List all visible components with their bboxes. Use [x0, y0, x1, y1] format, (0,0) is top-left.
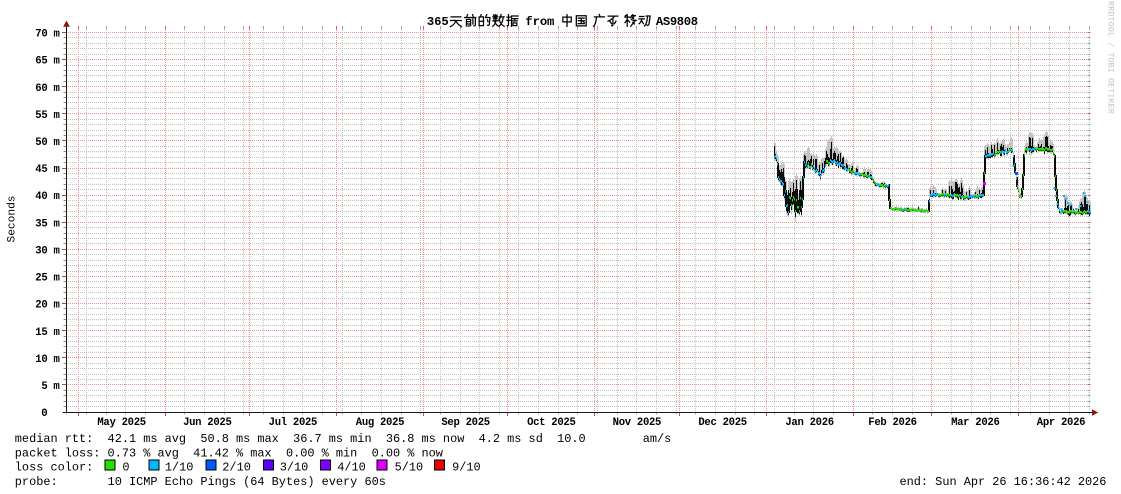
- svg-text:40 m: 40 m: [35, 191, 59, 203]
- svg-text:20 m: 20 m: [35, 300, 59, 312]
- svg-text:9/10: 9/10: [452, 461, 481, 475]
- svg-text:15 m: 15 m: [35, 327, 59, 339]
- svg-text:Mar 2026: Mar 2026: [951, 417, 999, 429]
- svg-text:Seconds: Seconds: [7, 196, 19, 243]
- svg-text:65 m: 65 m: [35, 56, 59, 68]
- svg-text:Apr 2026: Apr 2026: [1037, 417, 1085, 429]
- svg-text:AS9808: AS9808: [656, 15, 698, 29]
- svg-text:end: Sun Apr 26 16:36:42 2026: end: Sun Apr 26 16:36:42 2026: [900, 475, 1107, 489]
- svg-text:5/10: 5/10: [395, 461, 424, 475]
- svg-text:RRDTOOL / TOBI OETIKER: RRDTOOL / TOBI OETIKER: [1105, 1, 1115, 114]
- svg-text:25 m: 25 m: [35, 273, 59, 285]
- svg-text:5 m: 5 m: [41, 381, 59, 393]
- svg-text:2/10: 2/10: [222, 461, 251, 475]
- svg-text:4/10: 4/10: [337, 461, 366, 475]
- svg-text:Aug 2025: Aug 2025: [356, 417, 404, 429]
- svg-text:55 m: 55 m: [35, 110, 59, 122]
- svg-text:Feb 2026: Feb 2026: [868, 417, 916, 429]
- svg-text:10 m: 10 m: [35, 354, 59, 366]
- svg-text:May 2025: May 2025: [97, 417, 145, 429]
- svg-text:50 m: 50 m: [35, 137, 59, 149]
- svg-text:Nov 2025: Nov 2025: [613, 417, 661, 429]
- svg-text:1/10: 1/10: [165, 461, 194, 475]
- svg-text:probe: 10 ICMP Echo Ping: probe: 10 ICMP Echo Pings (64 Bytes) eve…: [15, 475, 386, 489]
- svg-text:Sep 2025: Sep 2025: [441, 417, 489, 429]
- svg-text:Jan 2026: Jan 2026: [785, 417, 833, 429]
- svg-text:60 m: 60 m: [35, 83, 59, 95]
- svg-text:Jun 2025: Jun 2025: [183, 417, 231, 429]
- svg-text:0: 0: [122, 461, 129, 475]
- svg-text:3/10: 3/10: [280, 461, 309, 475]
- svg-text:35 m: 35 m: [35, 218, 59, 230]
- svg-text:Oct 2025: Oct 2025: [527, 417, 575, 429]
- svg-text:from: from: [525, 15, 554, 29]
- svg-text:45 m: 45 m: [35, 164, 59, 176]
- svg-text:packet loss: 0.73 % avg 41.42: packet loss: 0.73 % avg 41.42 % max 0.00…: [15, 447, 444, 461]
- svg-text:365: 365: [427, 15, 449, 29]
- svg-text:Dec 2025: Dec 2025: [698, 417, 746, 429]
- svg-text:median rtt: 42.1 ms avg 50.8: median rtt: 42.1 ms avg 50.8 ms max 36.7…: [15, 432, 671, 446]
- svg-text:70 m: 70 m: [35, 29, 59, 41]
- svg-text:Jul 2025: Jul 2025: [269, 417, 317, 429]
- svg-text:loss color:: loss color:: [15, 461, 94, 475]
- svg-text:0: 0: [41, 408, 47, 420]
- svg-text:30 m: 30 m: [35, 246, 59, 258]
